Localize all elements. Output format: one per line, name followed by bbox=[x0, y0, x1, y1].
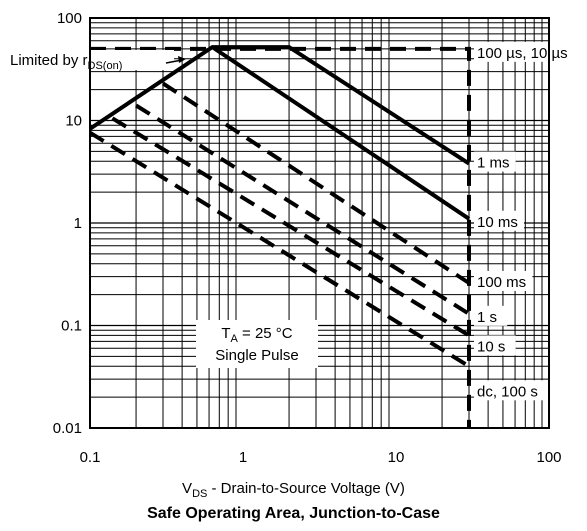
series-label-bg bbox=[473, 380, 558, 401]
series-line-4 bbox=[161, 81, 471, 285]
x-tick-label: 0.1 bbox=[80, 449, 101, 466]
conditions-line-2: Single Pulse bbox=[215, 347, 298, 364]
conditions-symbol: T bbox=[221, 325, 230, 342]
x-axis-label: VDS - Drain-to-Source Voltage (V) bbox=[0, 480, 587, 500]
series-label-bg bbox=[473, 41, 587, 62]
series-line-5 bbox=[135, 103, 471, 316]
limited-by-arrowhead bbox=[178, 56, 186, 63]
series-label: dc, 100 s bbox=[477, 383, 538, 400]
x-tick-label: 10 bbox=[388, 449, 405, 466]
chart-title: Safe Operating Area, Junction-to-Case bbox=[147, 505, 440, 522]
conditions-bg bbox=[196, 320, 318, 368]
series-label: 10 s bbox=[477, 338, 505, 355]
series-line-2 bbox=[88, 45, 471, 166]
x-axis-symbol: V bbox=[182, 480, 193, 497]
series-line-6 bbox=[111, 116, 471, 338]
series-label: 100 µs, 10 µs bbox=[477, 45, 568, 62]
series-label: 10 ms bbox=[477, 214, 518, 231]
series-label-bg bbox=[473, 270, 533, 291]
x-axis-text: - Drain-to-Source Voltage (V) bbox=[211, 480, 405, 497]
series-label-bg bbox=[473, 151, 516, 172]
series-line-3 bbox=[211, 45, 471, 221]
ticks: 0.1 1 10 100 0.01 0.1 1 10 100 bbox=[53, 10, 562, 466]
chart: 100 µs, 10 µs 1 ms 10 ms 100 ms 1 s 10 s dc, 1… bbox=[6, 10, 587, 466]
conditions-rest: = 25 °C bbox=[238, 325, 293, 342]
y-tick-label: 0.01 bbox=[53, 420, 82, 437]
series-label: 1 s bbox=[477, 309, 497, 326]
series-label-bg bbox=[473, 305, 508, 326]
series-label-bg bbox=[473, 210, 524, 231]
y-tick-label: 10 bbox=[65, 113, 82, 130]
limited-by-subscript: DS(on) bbox=[88, 60, 123, 72]
x-tick-label: 100 bbox=[536, 449, 561, 466]
series-label-bg bbox=[473, 335, 516, 356]
y-tick-label: 100 bbox=[57, 10, 82, 27]
y-tick-label: 0.1 bbox=[61, 318, 82, 335]
conditions-subscript: A bbox=[231, 333, 239, 345]
series-label: 100 ms bbox=[477, 274, 526, 291]
series-label: 1 ms bbox=[477, 155, 510, 172]
series-layer bbox=[88, 45, 471, 428]
conditions-line-1: TA = 25 °C bbox=[221, 325, 292, 345]
x-tick-label: 1 bbox=[239, 449, 247, 466]
label-layer: 100 µs, 10 µs 1 ms 10 ms 100 ms 1 s 10 s dc, 1… bbox=[6, 41, 587, 401]
y-tick-label: 1 bbox=[74, 215, 82, 232]
x-axis-subscript: DS bbox=[192, 488, 208, 500]
plot-frame bbox=[89, 17, 550, 429]
